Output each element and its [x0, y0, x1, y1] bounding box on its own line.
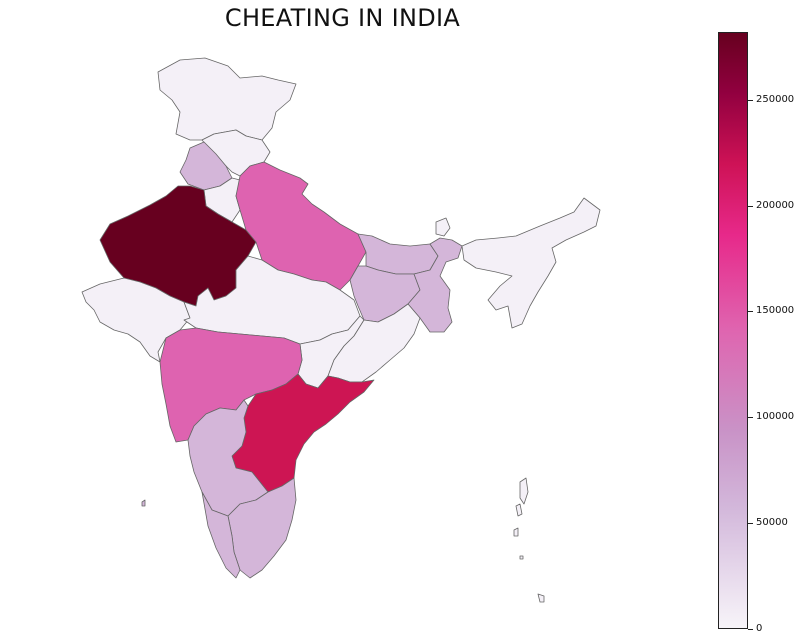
- colorbar-tick-label: 100000: [756, 411, 795, 422]
- colorbar-tick-mark: [748, 311, 753, 312]
- colorbar-tick-label: 50000: [756, 517, 788, 528]
- colorbar-tick-label: 150000: [756, 305, 795, 316]
- map-title: CHEATING IN INDIA: [224, 4, 461, 32]
- colorbar: [718, 32, 748, 629]
- region-lakshadweep: [141, 499, 146, 507]
- region-nicobar-island: [537, 593, 545, 603]
- colorbar-tick-mark: [748, 417, 753, 418]
- colorbar-tick-label: 200000: [756, 200, 795, 211]
- region-andaman-island: [515, 503, 523, 517]
- region-gujarat: [81, 277, 191, 363]
- region-nicobar-island: [519, 555, 524, 560]
- region-nicobar-island: [513, 527, 519, 537]
- colorbar-tick-mark: [748, 629, 753, 630]
- region-andaman-island: [519, 477, 529, 505]
- region-sikkim: [435, 217, 451, 237]
- region-kerala: [201, 491, 241, 579]
- india-choropleth-map: [81, 57, 601, 603]
- colorbar-tick-mark: [748, 206, 753, 207]
- colorbar-tick-mark: [748, 100, 753, 101]
- colorbar-tick-label: 0: [756, 623, 763, 634]
- colorbar-tick-label: 250000: [756, 94, 795, 105]
- region-odisha: [327, 303, 421, 383]
- colorbar-tick-mark: [748, 523, 753, 524]
- region-jammu-kashmir: [157, 57, 297, 141]
- region-northeast: [461, 197, 601, 329]
